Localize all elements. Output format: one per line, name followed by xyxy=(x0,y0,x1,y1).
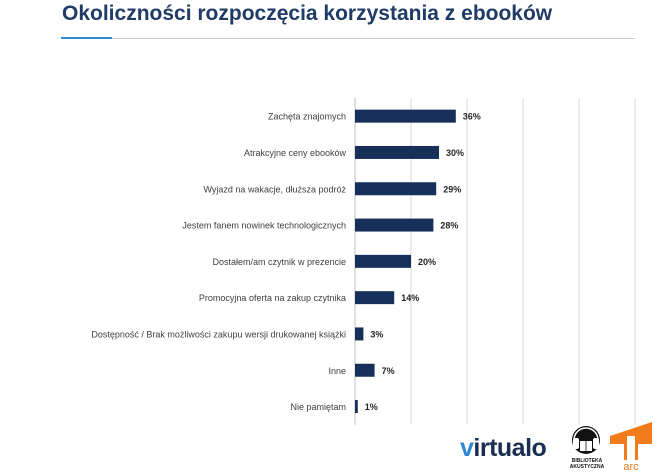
bar xyxy=(355,400,358,414)
category-label: Wyjazd na wakacje, dłuższa podróż xyxy=(204,184,347,194)
logos-footer: virtualo BIBLIOTEKA AKUSTYCZNA arc xyxy=(460,420,655,476)
category-label: Jestem fanem nowinek technologicznych xyxy=(182,221,346,231)
title-accent-line xyxy=(61,37,112,39)
arc-logo: arc xyxy=(610,422,652,473)
category-label: Inne xyxy=(328,366,346,376)
page-title: Okoliczności rozpoczęcia korzystania z e… xyxy=(62,2,553,25)
biblioteka-akustyczna-logo xyxy=(572,426,600,454)
category-label: Dostępność / Brak możliwości zakupu wers… xyxy=(91,329,346,339)
category-label: Dostałem/am czytnik w prezencie xyxy=(212,257,346,267)
value-label: 3% xyxy=(370,329,383,339)
bar xyxy=(355,218,434,232)
bar xyxy=(355,182,437,196)
bar xyxy=(355,145,439,159)
category-label: Zachęta znajomych xyxy=(268,112,346,122)
bar xyxy=(355,363,375,377)
value-label: 14% xyxy=(401,293,419,303)
value-label: 7% xyxy=(382,366,395,376)
bar xyxy=(355,291,395,305)
value-label: 28% xyxy=(440,221,458,231)
title-divider xyxy=(112,38,635,39)
category-label: Nie pamiętam xyxy=(290,402,346,412)
virtualo-logo: virtualo xyxy=(460,434,547,462)
value-label: 30% xyxy=(446,148,464,158)
value-label: 1% xyxy=(365,402,378,412)
bar xyxy=(355,254,411,268)
category-label: Promocyjna oferta na zakup czytnika xyxy=(199,293,346,303)
value-label: 29% xyxy=(443,184,461,194)
svg-text:arc: arc xyxy=(623,461,639,473)
value-label: 36% xyxy=(463,112,481,122)
bar xyxy=(355,109,456,123)
bar xyxy=(355,327,364,341)
value-label: 20% xyxy=(418,257,436,267)
biblioteka-akustyczna-text: BIBLIOTEKA AKUSTYCZNA xyxy=(569,458,605,470)
category-label: Atrakcyjne ceny ebooków xyxy=(244,148,347,158)
